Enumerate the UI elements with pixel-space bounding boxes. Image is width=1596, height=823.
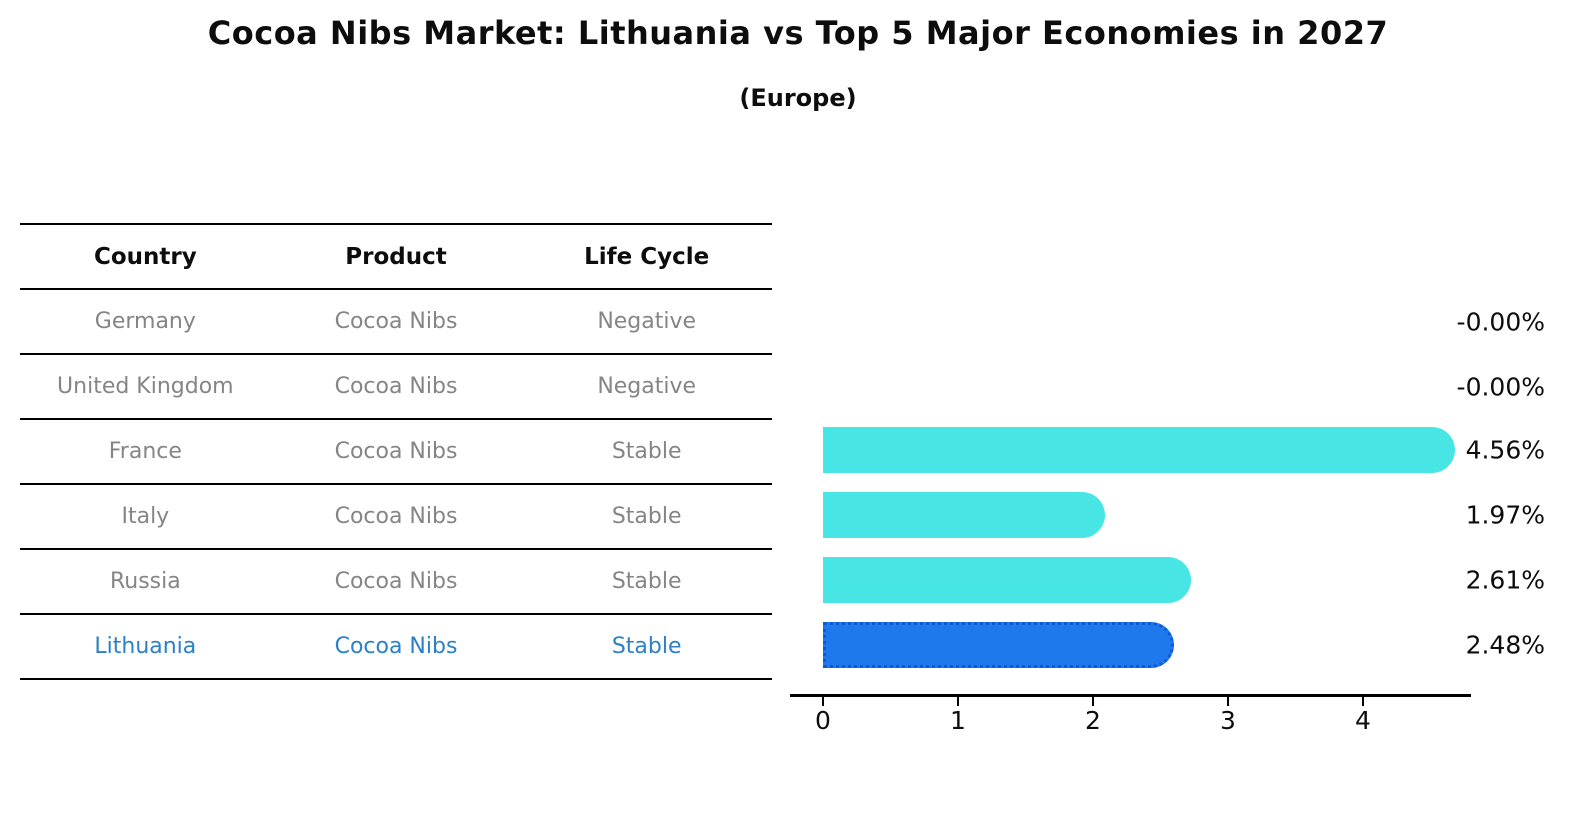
x-axis-tick-label: 1 [950, 706, 966, 735]
bar-value-label: -0.00% [1456, 307, 1545, 337]
table-cell-country: United Kingdom [57, 374, 234, 399]
table-cell-product: Cocoa Nibs [334, 504, 458, 529]
table-header-row: Country Product Life Cycle [20, 225, 772, 290]
table-cell-lifecycle: Stable [611, 634, 682, 659]
table-cell-product: Cocoa Nibs [334, 569, 458, 594]
table-cell-country: France [108, 439, 182, 464]
bar-italy [823, 492, 1105, 538]
table-cell-lifecycle: Negative [597, 309, 697, 334]
x-axis-tick [1092, 697, 1094, 706]
bar-highlight-lithuania [823, 622, 1174, 668]
x-axis-line [790, 694, 1471, 697]
bar-value-label: 2.61% [1465, 565, 1545, 595]
table-cell-product: Cocoa Nibs [334, 439, 458, 464]
table-cell-lifecycle: Negative [597, 374, 697, 399]
table-cell-country: Lithuania [94, 634, 197, 659]
chart-subtitle: (Europe) [739, 84, 857, 112]
x-axis-tick-label: 3 [1220, 706, 1236, 735]
table-row: Italy Cocoa Nibs Stable [20, 485, 772, 550]
bar-value-label: 2.48% [1465, 630, 1545, 660]
table-cell-country: Germany [94, 309, 196, 334]
table-cell-product: Cocoa Nibs [334, 374, 458, 399]
table-cell-product: Cocoa Nibs [334, 309, 458, 334]
bar-france [823, 427, 1455, 473]
table-row: France Cocoa Nibs Stable [20, 420, 772, 485]
bar-russia [823, 557, 1191, 603]
table-cell-country: Russia [109, 569, 181, 594]
x-axis-tick [957, 697, 959, 706]
bar-value-label: -0.00% [1456, 372, 1545, 402]
bar-value-label: 4.56% [1465, 435, 1545, 465]
x-axis-tick [1362, 697, 1364, 706]
bar-value-label: 1.97% [1465, 500, 1545, 530]
x-axis-tick [1227, 697, 1229, 706]
table-header-product: Product [345, 243, 447, 270]
table-row: United Kingdom Cocoa Nibs Negative [20, 355, 772, 420]
x-axis-tick-label: 2 [1085, 706, 1101, 735]
x-axis-tick [822, 697, 824, 706]
chart-title: Cocoa Nibs Market: Lithuania vs Top 5 Ma… [207, 14, 1389, 52]
table-cell-product: Cocoa Nibs [334, 634, 458, 659]
table-row: Russia Cocoa Nibs Stable [20, 550, 772, 615]
x-axis-tick-label: 4 [1355, 706, 1371, 735]
table-cell-lifecycle: Stable [611, 569, 682, 594]
table-header-lifecycle: Life Cycle [584, 243, 710, 270]
table-row: Germany Cocoa Nibs Negative [20, 290, 772, 355]
table-cell-lifecycle: Stable [611, 439, 682, 464]
country-table: Country Product Life Cycle Germany Cocoa … [20, 223, 772, 680]
table-row: Lithuania Cocoa Nibs Stable [20, 615, 772, 680]
table-header-country: Country [93, 243, 197, 270]
table-cell-lifecycle: Stable [611, 504, 682, 529]
table-cell-country: Italy [121, 504, 170, 529]
x-axis-tick-label: 0 [815, 706, 831, 735]
